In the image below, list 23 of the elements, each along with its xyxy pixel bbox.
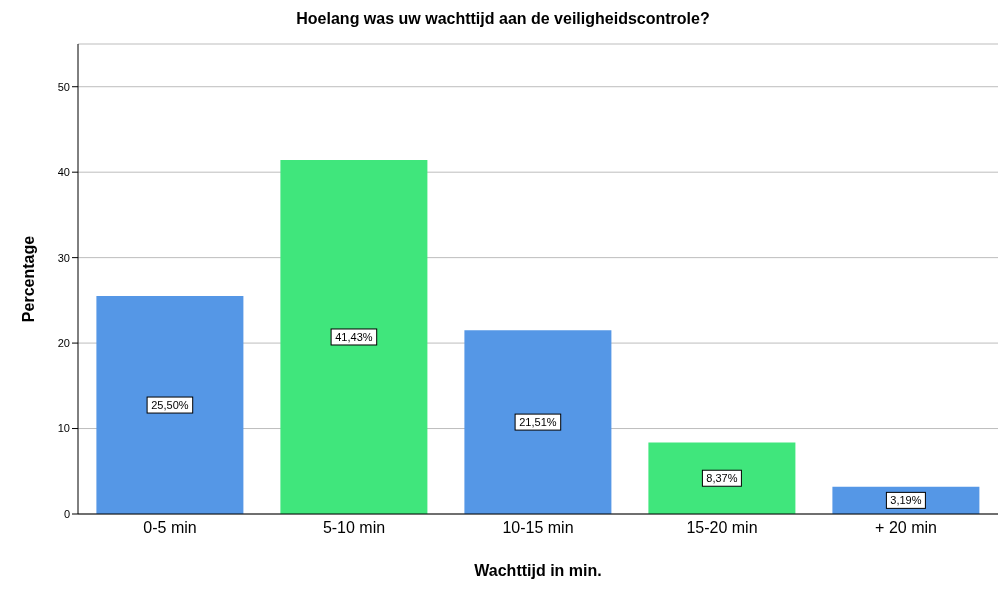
x-tick-label: 0-5 min (143, 519, 197, 537)
x-tick-label: 10-15 min (502, 519, 574, 537)
x-tick-label: 15-20 min (686, 519, 758, 537)
chart-title: Hoelang was uw wachttijd aan de veiligheidscontrole? (295, 9, 711, 29)
y-tick-label: 50 (57, 80, 70, 93)
bar (280, 159, 428, 514)
data-label: 8,37% (706, 472, 738, 485)
y-tick-label: 40 (57, 166, 70, 179)
y-tick-label: 20 (57, 337, 70, 349)
data-label: 25,50% (151, 399, 189, 412)
x-tick-label: 5-10 min (322, 519, 386, 537)
data-label: 3,19% (890, 494, 922, 507)
y-tick-label: 30 (57, 251, 70, 264)
y-tick-label: 10 (57, 422, 70, 435)
x-axis-title: Wachttijd in min. (474, 562, 602, 579)
bar (464, 330, 612, 514)
x-tick-label: + 20 min (875, 519, 937, 537)
y-tick-label: 0 (63, 507, 70, 520)
data-label: 41,43% (335, 330, 373, 343)
data-label: 21,51% (519, 416, 557, 429)
y-axis-title: Percentage (19, 235, 37, 323)
bar (96, 296, 244, 514)
bar (648, 442, 796, 514)
